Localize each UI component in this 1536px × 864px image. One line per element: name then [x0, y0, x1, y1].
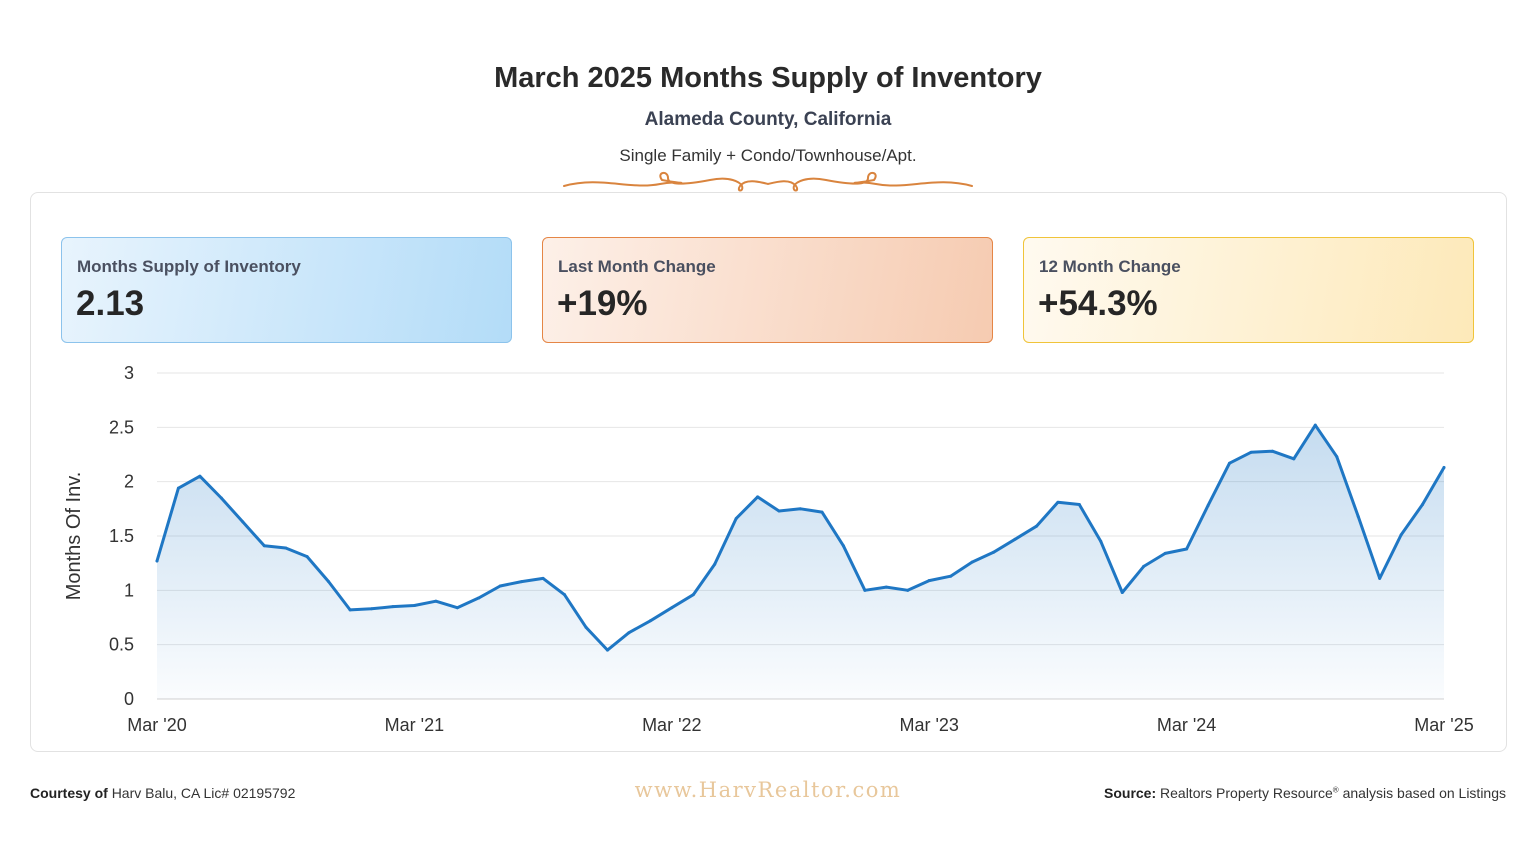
stat-card-months-supply: Months Supply of Inventory 2.13	[61, 237, 512, 343]
stat-card-last-month-change: Last Month Change +19%	[542, 237, 993, 343]
stat-card-label: 12 Month Change	[1039, 257, 1181, 276]
stat-card-value: +19%	[557, 284, 648, 323]
footer-source-suffix: analysis based on Listings	[1342, 785, 1506, 801]
footer-source: Source: Realtors Property Resource® anal…	[1104, 785, 1506, 801]
decorative-flourish-icon	[563, 172, 973, 192]
footer-source-label: Source:	[1104, 785, 1157, 801]
property-segment: Single Family + Condo/Townhouse/Apt.	[619, 146, 917, 165]
stat-card-label: Months Supply of Inventory	[77, 257, 301, 276]
footer-source-reg: ®	[1332, 785, 1339, 795]
stat-card-label: Last Month Change	[558, 257, 716, 276]
footer-courtesy-text: Harv Balu, CA Lic# 02195792	[111, 785, 296, 801]
footer-courtesy-label: Courtesy of	[30, 785, 108, 801]
footer-courtesy: Courtesy of Harv Balu, CA Lic# 02195792	[30, 785, 295, 801]
stat-card-value: +54.3%	[1038, 284, 1158, 323]
footer-source-text: Realtors Property Resource	[1160, 785, 1333, 801]
stat-card-12-month-change: 12 Month Change +54.3%	[1023, 237, 1474, 343]
stat-card-value: 2.13	[76, 284, 145, 323]
footer-website-link[interactable]: www.HarvRealtor.com	[634, 778, 902, 802]
page-subtitle: Alameda County, California	[644, 109, 892, 130]
page-title: March 2025 Months Supply of Inventory	[494, 62, 1042, 94]
